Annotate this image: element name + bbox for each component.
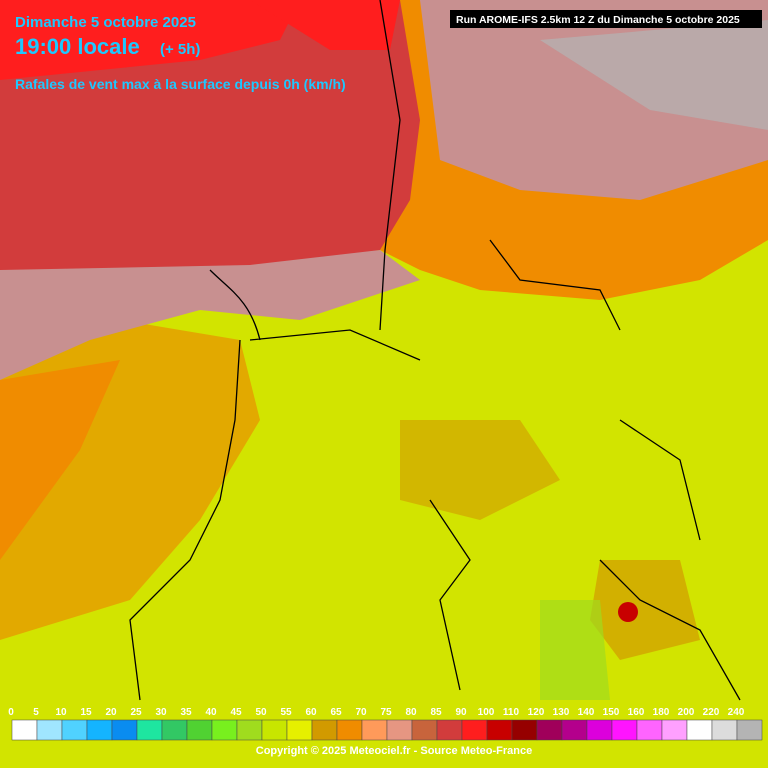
legend-label: 200 — [678, 707, 695, 718]
legend-label: 0 — [8, 707, 14, 718]
legend-swatch — [136, 719, 163, 741]
legend-swatch — [36, 719, 63, 741]
legend-label: 25 — [130, 707, 142, 718]
legend-swatch — [186, 719, 213, 741]
legend-label: 110 — [503, 707, 520, 718]
legend-label: 50 — [255, 707, 267, 718]
legend-label: 60 — [305, 707, 317, 718]
legend-label: 5 — [33, 707, 39, 718]
legend-label: 20 — [105, 707, 117, 718]
legend-swatch — [11, 719, 38, 741]
legend-label: 85 — [430, 707, 442, 718]
wind-zone — [618, 602, 638, 622]
legend-swatch — [636, 719, 663, 741]
wind-zone — [250, 0, 400, 50]
legend-label: 150 — [603, 707, 620, 718]
legend-swatch — [361, 719, 388, 741]
legend-label: 55 — [280, 707, 292, 718]
legend-label: 10 — [55, 707, 67, 718]
legend-swatch — [436, 719, 463, 741]
legend-swatch — [561, 719, 588, 741]
legend-swatch — [386, 719, 413, 741]
legend-label: 180 — [653, 707, 670, 718]
legend-label: 140 — [578, 707, 595, 718]
legend-label: 240 — [728, 707, 745, 718]
legend-swatch — [586, 719, 613, 741]
legend-swatch — [661, 719, 688, 741]
legend-swatch — [711, 719, 738, 741]
run-box — [450, 10, 762, 28]
legend-label: 75 — [380, 707, 392, 718]
legend-swatch — [336, 719, 363, 741]
legend-swatch — [211, 719, 238, 741]
wind-zone — [540, 600, 610, 700]
legend-label: 65 — [330, 707, 342, 718]
legend-label: 45 — [230, 707, 242, 718]
legend-label: 15 — [80, 707, 92, 718]
borders — [129, 0, 741, 701]
run-info: Run AROME-IFS 2.5km 12 Z du Dimanche 5 o… — [456, 14, 740, 26]
legend-swatch — [161, 719, 188, 741]
legend-swatch — [686, 719, 713, 741]
legend-label: 120 — [528, 707, 545, 718]
legend-swatch — [536, 719, 563, 741]
copyright: Copyright © 2025 Meteociel.fr - Source M… — [256, 745, 532, 757]
wind-zone — [0, 0, 300, 80]
offset: (+ 5h) — [160, 41, 200, 58]
legend-swatch — [611, 719, 638, 741]
legend-swatch — [261, 719, 288, 741]
legend-label: 100 — [478, 707, 495, 718]
legend-swatch — [736, 719, 763, 741]
legend-swatch — [486, 719, 513, 741]
wind-zone — [400, 420, 560, 520]
legend-label: 160 — [628, 707, 645, 718]
wind-zone — [590, 560, 700, 660]
legend-label: 35 — [180, 707, 192, 718]
wind-zone — [0, 250, 420, 380]
legend-label: 80 — [405, 707, 417, 718]
legend-label: 40 — [205, 707, 217, 718]
legend-swatch — [61, 719, 88, 741]
legend-swatch — [461, 719, 488, 741]
legend-label: 90 — [455, 707, 467, 718]
legend: 0 5 10 15 20 25 30 35 40 45 50 55 60 65 70 75 80 85 90 100 1… — [8, 707, 763, 741]
time: 19:00 locale — [15, 34, 140, 59]
subtitle: Rafales de vent max à la surface depuis … — [15, 76, 346, 92]
legend-swatch — [236, 719, 263, 741]
legend-label: 220 — [703, 707, 720, 718]
date: Dimanche 5 octobre 2025 — [15, 14, 196, 31]
legend-label: 30 — [155, 707, 167, 718]
legend-swatch — [511, 719, 538, 741]
legend-swatch — [86, 719, 113, 741]
wind-zone — [540, 20, 768, 130]
legend-swatch — [286, 719, 313, 741]
legend-swatch — [311, 719, 338, 741]
legend-swatch — [411, 719, 438, 741]
legend-label: 130 — [553, 707, 570, 718]
wind-zone — [0, 360, 120, 560]
legend-label: 70 — [355, 707, 367, 718]
legend-swatch — [111, 719, 138, 741]
